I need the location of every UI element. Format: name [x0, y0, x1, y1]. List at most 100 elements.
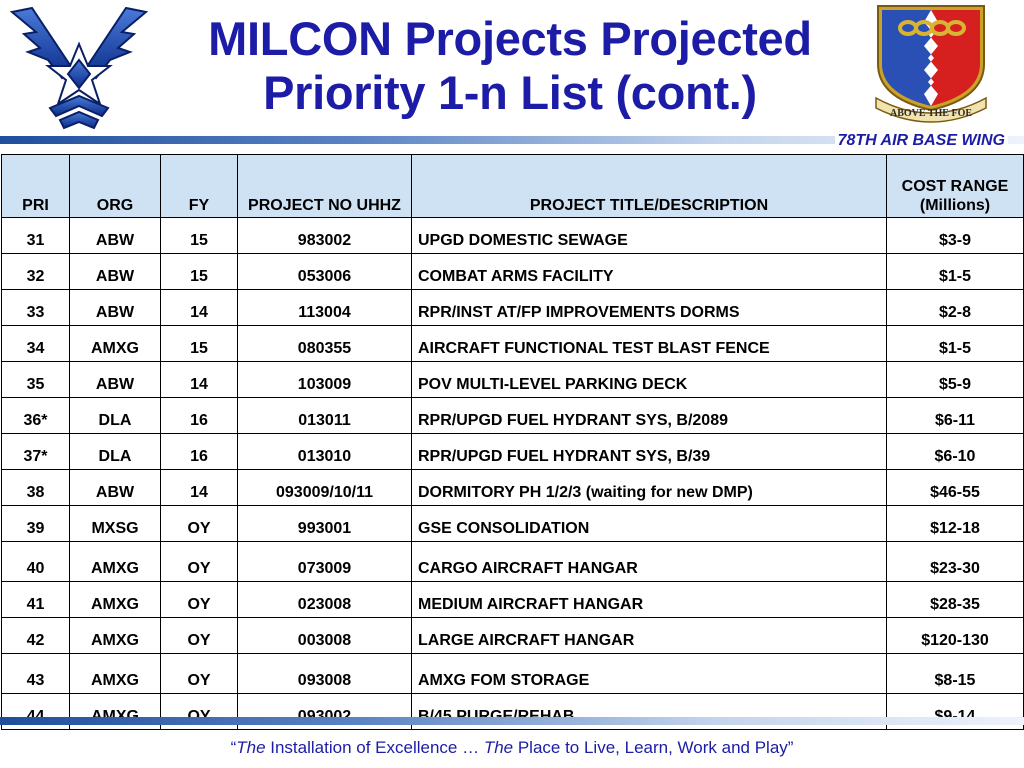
table-row: 44AMXGOY093002B/45 PURGE/REHAB$9-14: [1, 693, 1024, 730]
cell-org: ABW: [69, 217, 161, 254]
cell-project-no: 013011: [237, 397, 412, 434]
table-row: 40 AMXG OY 073009 CARGO AIRCRAFT HANGAR $23-3…: [1, 541, 1024, 582]
cell-project-title: RPR/UPGD FUEL HYDRANT SYS, B/39: [411, 433, 887, 470]
header-divider-bar: [0, 136, 1024, 144]
cell-pri: 40: [1, 541, 70, 582]
emblem-motto: ABOVE THE FOE: [890, 108, 972, 119]
cell-project-title: COMBAT ARMS FACILITY: [411, 253, 887, 290]
cell-cost-range: $12-18: [886, 505, 1024, 542]
page-title-line-2: Priority 1-n List (cont.): [263, 66, 757, 119]
cell-pri: 39: [1, 505, 70, 542]
cell-org: AMXG: [69, 653, 161, 694]
cell-org: AMXG: [69, 581, 161, 618]
cell-project-no: 003008: [237, 617, 412, 654]
cell-pri: 41: [1, 581, 70, 618]
wing-label: 78TH AIR BASE WING: [834, 132, 1008, 150]
cell-fy: 15: [160, 253, 238, 290]
footer-the-2: The: [483, 738, 514, 757]
cell-project-no: 093008: [237, 653, 412, 694]
header-project-no: PROJECT NO UHHZ: [237, 154, 412, 218]
cell-fy: 15: [160, 325, 238, 362]
cell-fy: 16: [160, 397, 238, 434]
projects-table: PRI ORG FY PROJECT NO UHHZ PROJECT TITLE…: [1, 154, 1024, 730]
cell-cost-range: $1-5: [886, 325, 1024, 362]
cell-pri: 32: [1, 253, 70, 290]
cell-cost-range: $1-5: [886, 253, 1024, 290]
cell-cost-range: $2-8: [886, 289, 1024, 326]
cell-project-no: 080355: [237, 325, 412, 362]
cell-fy: 14: [160, 361, 238, 398]
table-row: 35 ABW 14 103009 POV MULTI-LEVEL PARKING DEC…: [1, 361, 1024, 398]
air-force-symbol-logo: [9, 6, 149, 130]
cell-pri: 38: [1, 469, 70, 506]
cell-pri: 37*: [1, 433, 70, 470]
table-row: 36* DLA 16 013011 RPR/UPGD FUEL HYDRANT SYS,…: [1, 397, 1024, 434]
cell-pri: 33: [1, 289, 70, 326]
cell-project-title: POV MULTI-LEVEL PARKING DECK: [411, 361, 887, 398]
cell-org: ABW: [69, 469, 161, 506]
cell-project-no: 103009: [237, 361, 412, 398]
cell-project-title: DORMITORY PH 1/2/3 (waiting for new DMP): [411, 469, 887, 506]
table-row: 42 AMXG OY 003008 LARGE AIRCRAFT HANGAR $120-…: [1, 617, 1024, 654]
table-row: 31 ABW 15 983002 UPGD DOMESTIC SEWAGE $3-9: [1, 217, 1024, 254]
cell-cost-range: $28-35: [886, 581, 1024, 618]
header-fy: FY: [160, 154, 238, 218]
cell-cost-range: $6-11: [886, 397, 1024, 434]
header-org: ORG: [69, 154, 161, 218]
cell-fy: OY: [160, 617, 238, 654]
cell-project-title: AIRCRAFT FUNCTIONAL TEST BLAST FENCE: [411, 325, 887, 362]
cell-project-title: RPR/UPGD FUEL HYDRANT SYS, B/2089: [411, 397, 887, 434]
cell-org: DLA: [69, 397, 161, 434]
cell-cost-range: $6-10: [886, 433, 1024, 470]
cell-org: AMXG: [69, 325, 161, 362]
cell-fy: 16: [160, 433, 238, 470]
table-row: 37* DLA 16 013010 RPR/UPGD FUEL HYDRANT SYS,…: [1, 433, 1024, 470]
cell-fy: 14: [160, 289, 238, 326]
cell-project-no: 983002: [237, 217, 412, 254]
cell-fy: 15: [160, 217, 238, 254]
cell-cost-range: $120-130: [886, 617, 1024, 654]
cell-org: MXSG: [69, 505, 161, 542]
page-title-line-1: MILCON Projects Projected: [208, 12, 812, 65]
cell-project-title: UPGD DOMESTIC SEWAGE: [411, 217, 887, 254]
cell-project-title: LARGE AIRCRAFT HANGAR: [411, 617, 887, 654]
footer-the-1: The: [236, 738, 266, 757]
cell-project-title: MEDIUM AIRCRAFT HANGAR: [411, 581, 887, 618]
cell-cost-range: $3-9: [886, 217, 1024, 254]
footer-open-quote: “: [230, 738, 237, 757]
cell-cost-range: $5-9: [886, 361, 1024, 398]
cell-org: ABW: [69, 289, 161, 326]
header-pri: PRI: [1, 154, 70, 218]
cell-project-no: 093009/10/11: [237, 469, 412, 506]
cell-pri: 42: [1, 617, 70, 654]
cell-project-title: AMXG FOM STORAGE: [411, 653, 887, 694]
table-row: 43 AMXG OY 093008 AMXG FOM STORAGE $8-15: [1, 653, 1024, 694]
cell-cost-range: $8-15: [886, 653, 1024, 694]
cell-org: AMXG: [69, 541, 161, 582]
cell-project-no: 993001: [237, 505, 412, 542]
cell-fy: OY: [160, 581, 238, 618]
footer-divider-bar: [0, 717, 1024, 725]
header-cost-range: COST RANGE (Millions): [886, 154, 1024, 218]
cell-project-title: GSE CONSOLIDATION: [411, 505, 887, 542]
cell-project-no: 053006: [237, 253, 412, 290]
cell-project-no: 113004: [237, 289, 412, 326]
cell-project-title: CARGO AIRCRAFT HANGAR: [411, 541, 887, 582]
cell-org: AMXG: [69, 617, 161, 654]
page-title: MILCON Projects Projected Priority 1-n L…: [160, 12, 860, 120]
footer-text-2: Place to Live, Learn, Work and Play”: [513, 738, 794, 757]
table-row: 34 AMXG 15 080355 AIRCRAFT FUNCTIONAL TEST B…: [1, 325, 1024, 362]
cell-pri: 43: [1, 653, 70, 694]
cell-fy: 14: [160, 469, 238, 506]
cell-fy: OY: [160, 505, 238, 542]
cell-pri: 34: [1, 325, 70, 362]
table-row: 41 AMXG OY 023008 MEDIUM AIRCRAFT HANGAR $28-…: [1, 581, 1024, 618]
wing-emblem-logo: ABOVE THE FOE: [875, 5, 987, 123]
cell-pri: 31: [1, 217, 70, 254]
cell-org: DLA: [69, 433, 161, 470]
cell-fy: OY: [160, 541, 238, 582]
cell-project-no: 073009: [237, 541, 412, 582]
cell-project-no: 023008: [237, 581, 412, 618]
cell-project-no: 013010: [237, 433, 412, 470]
cell-cost-range: $46-55: [886, 469, 1024, 506]
